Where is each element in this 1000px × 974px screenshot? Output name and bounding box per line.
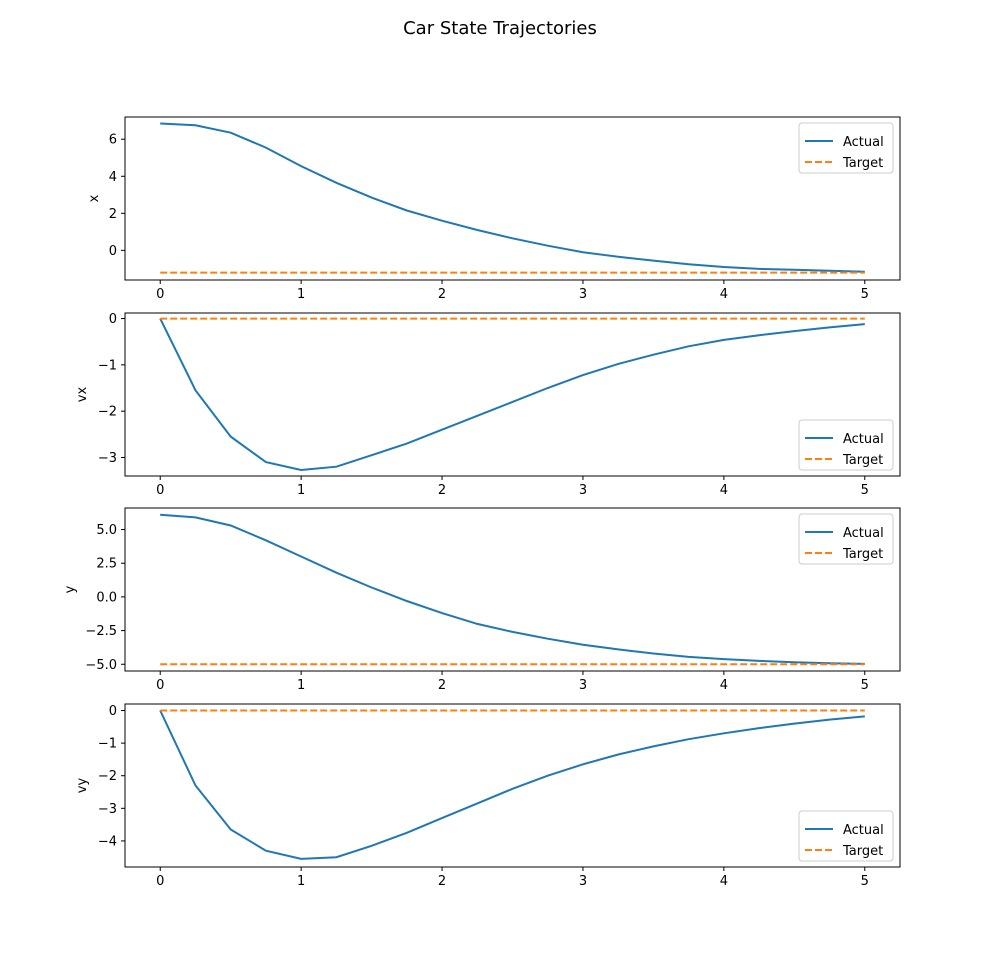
subplot-3: 0 1 2 3 4 5 5.0 2.5 0.0 −2.5 −5.0 y Actual Target — [63, 507, 901, 693]
y-tick-label: −2.5 — [85, 624, 117, 639]
x-tick-label: 4 — [720, 287, 728, 302]
y-tick-label: 2.5 — [96, 557, 117, 572]
legend-label-actual: Actual — [843, 823, 884, 838]
subplot-1: 0 1 2 3 4 5 0 2 4 6 x Actual Target — [87, 116, 901, 302]
x-tick-label: 0 — [156, 874, 164, 889]
axes-frame — [124, 507, 901, 672]
y-tick-label: 0 — [109, 244, 117, 259]
series-line-actual — [160, 513, 865, 665]
legend-label-target: Target — [842, 156, 883, 171]
y-axis-label: x — [87, 194, 102, 202]
y-axis-label: y — [63, 585, 78, 593]
y-tick-label: 0 — [109, 704, 117, 719]
legend-label-target: Target — [842, 453, 883, 468]
y-tick-label: −2 — [98, 769, 117, 784]
x-tick-label: 3 — [579, 678, 587, 693]
x-tick-label: 4 — [720, 874, 728, 889]
legend-box — [798, 513, 894, 565]
series-line-actual — [159, 710, 865, 860]
y-tick-label: −5.0 — [85, 658, 117, 673]
x-tick-label: 2 — [438, 874, 446, 889]
y-tick-label: 5.0 — [96, 523, 117, 538]
x-tick-label: 1 — [297, 874, 305, 889]
legend-box — [798, 122, 894, 174]
x-tick-label: 5 — [861, 287, 869, 302]
x-tick-label: 0 — [156, 483, 164, 498]
x-tick-label: 1 — [297, 287, 305, 302]
y-tick-label: −1 — [98, 737, 117, 752]
y-tick-label: −3 — [98, 451, 117, 466]
x-tick-label: 1 — [297, 483, 305, 498]
axes-frame — [124, 116, 901, 281]
x-tick-label: 4 — [720, 678, 728, 693]
x-tick-label: 3 — [579, 874, 587, 889]
x-tick-label: 4 — [720, 483, 728, 498]
x-tick-label: 2 — [438, 678, 446, 693]
legend-label-actual: Actual — [843, 526, 884, 541]
series-line-actual — [159, 318, 865, 472]
x-tick-label: 3 — [579, 287, 587, 302]
y-tick-label: 4 — [109, 170, 117, 185]
x-tick-label: 2 — [438, 483, 446, 498]
legend: Actual Target — [798, 419, 894, 471]
legend-label-target: Target — [842, 547, 883, 562]
x-tick-label: 5 — [861, 678, 869, 693]
legend-label-actual: Actual — [843, 432, 884, 447]
y-tick-label: −3 — [98, 802, 117, 817]
subplot-2: 0 1 2 3 4 5 0 −1 −2 −3 vx Actual Target — [75, 312, 901, 498]
y-tick-label: 0 — [109, 312, 117, 327]
legend-label-target: Target — [842, 844, 883, 859]
y-tick-label: −4 — [98, 834, 117, 849]
y-axis-label: vy — [75, 778, 90, 794]
x-tick-label: 3 — [579, 483, 587, 498]
x-tick-label: 1 — [297, 678, 305, 693]
axes-frame — [124, 312, 901, 477]
legend: Actual Target — [798, 122, 894, 174]
y-tick-label: −2 — [98, 405, 117, 420]
legend-box — [798, 419, 894, 471]
y-tick-label: 2 — [109, 207, 117, 222]
y-axis-label: vx — [75, 387, 90, 403]
axes-frame — [124, 703, 901, 868]
x-tick-label: 5 — [861, 483, 869, 498]
x-tick-label: 2 — [438, 287, 446, 302]
figure-title: Car State Trajectories — [403, 18, 597, 39]
subplot-4: 0 1 2 3 4 5 0 −1 −2 −3 −4 vy Actual Target — [75, 703, 901, 889]
x-tick-label: 5 — [861, 874, 869, 889]
x-tick-label: 0 — [156, 287, 164, 302]
legend: Actual Target — [798, 810, 894, 862]
x-tick-label: 0 — [156, 678, 164, 693]
legend-label-actual: Actual — [843, 135, 884, 150]
subplot-stack: 0 1 2 3 4 5 0 2 4 6 x Actual Target 0 1 2 3 4 5 0 −1 −2 −3 vx Ac… — [63, 116, 901, 889]
series-line-actual — [160, 122, 865, 273]
y-tick-label: 0.0 — [96, 590, 117, 605]
y-tick-label: 6 — [109, 133, 117, 148]
legend: Actual Target — [798, 513, 894, 565]
legend-box — [798, 810, 894, 862]
y-tick-label: −1 — [98, 358, 117, 373]
